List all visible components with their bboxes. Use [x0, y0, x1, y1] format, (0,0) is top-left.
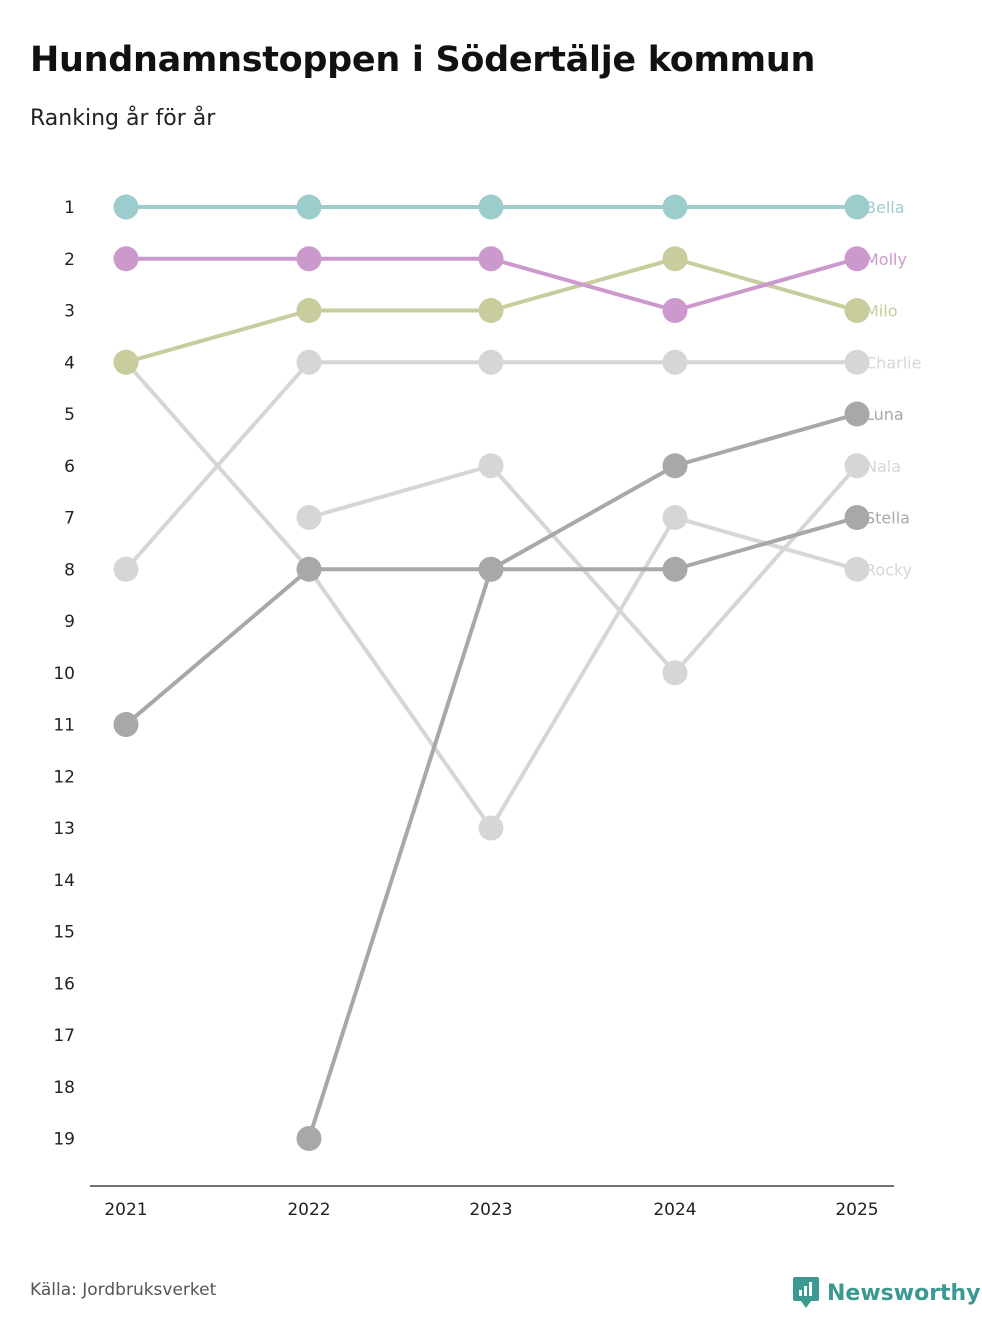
data-point-bella	[296, 194, 322, 220]
data-point-luna	[478, 556, 504, 582]
y-tick-label: 11	[53, 716, 75, 736]
series-label-stella: Stella	[865, 509, 910, 528]
newsworthy-logo: Newsworthy	[793, 1277, 981, 1309]
y-tick-label: 13	[53, 819, 75, 839]
y-tick-label: 4	[64, 353, 75, 373]
data-point-nala	[662, 660, 688, 686]
data-point-milo	[296, 298, 322, 323]
y-tick-label: 6	[64, 457, 75, 477]
data-point-stella	[662, 556, 688, 582]
y-tick-label: 9	[64, 612, 75, 632]
x-tick-label: 2025	[835, 1200, 878, 1220]
data-point-bella	[113, 194, 139, 220]
series-label-milo: Milo	[865, 302, 897, 321]
data-point-molly	[113, 246, 139, 272]
y-tick-label: 8	[64, 560, 75, 580]
newsworthy-logo-icon	[793, 1277, 819, 1308]
data-point-stella	[844, 505, 870, 530]
data-point-bella	[844, 194, 870, 220]
series-label-charlie: Charlie	[865, 353, 921, 372]
data-point-nala	[296, 505, 322, 530]
y-tick-label: 16	[53, 974, 75, 994]
data-point-molly	[844, 246, 870, 272]
y-tick-label: 7	[64, 509, 75, 529]
x-tick-label: 2021	[104, 1200, 147, 1220]
data-point-rocky	[478, 815, 504, 841]
data-point-charlie	[662, 349, 688, 375]
data-point-molly	[478, 246, 504, 272]
y-tick-label: 5	[64, 405, 75, 425]
x-tick-label: 2022	[287, 1200, 330, 1220]
data-point-milo	[844, 298, 870, 323]
series-label-rocky: Rocky	[865, 560, 912, 579]
y-tick-label: 12	[53, 767, 75, 787]
data-point-charlie	[844, 349, 870, 375]
data-point-charlie	[113, 556, 139, 582]
series-label-luna: Luna	[865, 405, 904, 424]
data-point-stella	[113, 712, 139, 737]
y-tick-label: 14	[53, 871, 75, 891]
series-line-rocky	[124, 360, 858, 830]
data-point-molly	[662, 298, 688, 323]
x-tick-label: 2023	[469, 1200, 512, 1220]
data-point-molly	[296, 246, 322, 272]
chart-subtitle: Ranking år för år	[30, 106, 216, 131]
y-tick-label: 3	[64, 302, 75, 322]
y-tick-label: 19	[53, 1130, 75, 1150]
data-point-nala	[478, 453, 504, 479]
data-point-milo	[113, 349, 139, 375]
chart-title: Hundnamnstoppen i Södertälje kommun	[30, 40, 816, 80]
x-tick-label: 2024	[653, 1200, 696, 1220]
y-tick-label: 2	[64, 250, 75, 270]
data-point-bella	[478, 194, 504, 220]
data-point-luna	[844, 401, 870, 427]
data-point-rocky	[844, 556, 870, 582]
data-point-milo	[662, 246, 688, 272]
series-label-nala: Nala	[865, 457, 901, 476]
y-tick-label: 17	[53, 1026, 75, 1046]
data-point-bella	[662, 194, 688, 220]
y-tick-label: 15	[53, 923, 75, 943]
series-line-luna	[307, 412, 858, 1140]
y-tick-label: 10	[53, 664, 75, 684]
newsworthy-logo-text: Newsworthy	[827, 1280, 981, 1306]
data-point-charlie	[296, 349, 322, 375]
source-note: Källa: Jordbruksverket	[30, 1280, 217, 1300]
data-point-stella	[296, 556, 322, 582]
data-point-luna	[296, 1126, 322, 1151]
data-point-charlie	[478, 349, 504, 375]
data-point-rocky	[662, 505, 688, 530]
data-point-luna	[662, 453, 688, 479]
series-line-stella	[124, 515, 858, 727]
series-label-bella: Bella	[865, 198, 905, 217]
data-point-nala	[844, 453, 870, 479]
data-point-milo	[478, 298, 504, 323]
y-tick-label: 18	[53, 1078, 75, 1098]
y-tick-label: 1	[64, 198, 75, 218]
series-label-molly: Molly	[865, 250, 907, 269]
